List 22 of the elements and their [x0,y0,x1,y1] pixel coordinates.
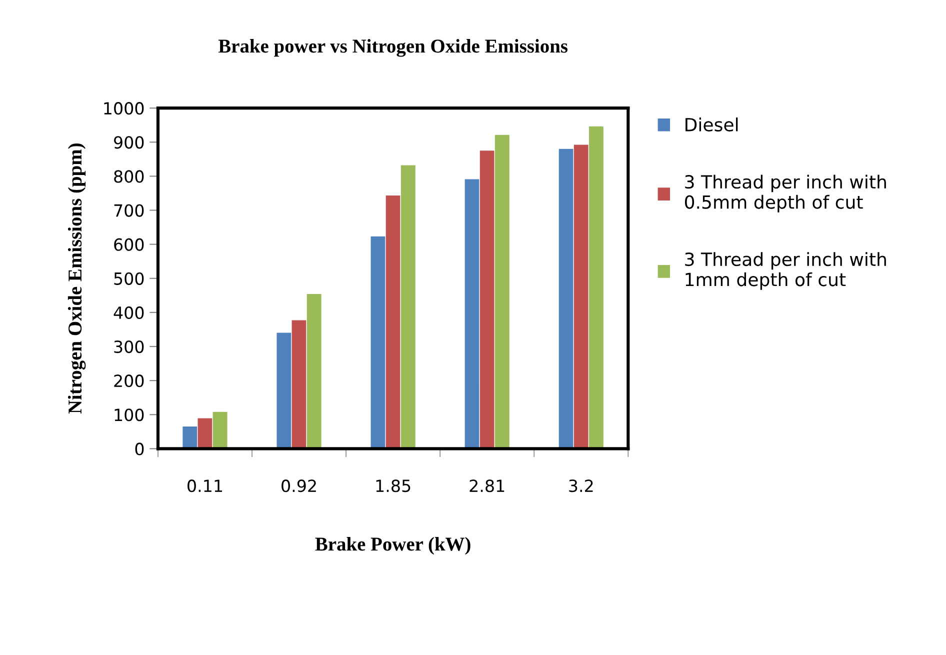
legend-label: 3 Thread per inch with 1mm depth of cut [685,252,886,290]
x-tick-label: 2.81 [470,480,504,492]
x-tick-label: 0.92 [282,480,316,492]
y-tick-label: 800 [114,170,144,183]
legend-label: 3 Thread per inch with 0.5mm depth of cut [684,174,886,212]
legend-label: Diesel [686,118,738,132]
x-axis-title: Brake Power (kW) [315,537,470,555]
x-tick-label: 0.11 [188,480,222,492]
y-tick-label: 400 [114,306,144,320]
y-tick-label: 600 [114,238,144,251]
y-axis-title: Nitrogen Oxide Emissions (ppm) [68,144,86,414]
x-tick-label: 1.85 [376,480,410,492]
y-tick-label: 200 [114,374,144,388]
y-tick-label: 900 [114,136,144,149]
y-tick-label: 700 [114,204,144,217]
y-tick-label: 1000 [104,102,144,115]
y-tick-label: 100 [114,408,144,422]
y-tick-label: 300 [114,340,144,354]
y-tick-label: 500 [114,272,144,285]
x-tick-label: 3.2 [569,480,593,492]
y-tick-label: 0 [135,442,144,456]
chart-title: Brake power vs Nitrogen Oxide Emissions [218,39,568,57]
